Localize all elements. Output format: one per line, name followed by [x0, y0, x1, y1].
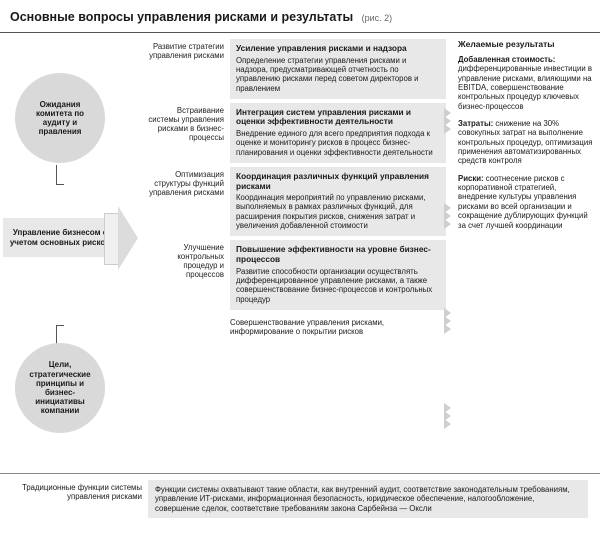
results-heading: Желаемые результаты	[458, 39, 594, 49]
result-title: Риски:	[458, 174, 484, 183]
block-label: Оптимизация структуры функций управления…	[144, 167, 224, 236]
chevron-right-icon	[444, 308, 454, 332]
input-circle-goals: Цели, стратегические принципы и бизнес-и…	[15, 343, 105, 433]
circle-label: Цели, стратегические принципы и бизнес-и…	[23, 360, 97, 415]
main-area: Ожидания комитета по аудиту и правления …	[0, 33, 600, 473]
block-title: Координация различных функций управления…	[236, 172, 440, 191]
result-group: Риски: соотнесение рисков с корпоративно…	[458, 174, 594, 230]
bottom-body: Функции системы охватывают такие области…	[148, 480, 588, 518]
block-body: Интеграция систем управления рисками и о…	[230, 103, 446, 163]
result-text: дифференцированные инвестиции в управлен…	[458, 64, 592, 110]
chevron-right-icon	[444, 203, 454, 227]
left-inputs-column: Ожидания комитета по аудиту и правления …	[0, 33, 120, 473]
block-body: Повышение эффективности на уровне бизнес…	[230, 240, 446, 309]
page-title: Основные вопросы управления рисками и ре…	[10, 10, 353, 24]
block-body: Координация различных функций управления…	[230, 167, 446, 236]
block-desc: Определение стратегии управления рисками…	[236, 56, 440, 93]
header: Основные вопросы управления рисками и ре…	[0, 0, 600, 33]
block-desc: Внедрение единого для всего предприятия …	[236, 129, 440, 157]
traditional-functions-row: Традиционные функции системы управления …	[0, 473, 600, 524]
block-desc: Координация мероприятий по управлению ри…	[236, 193, 440, 230]
strategy-block: Развитие стратегии управления рисками Ус…	[144, 39, 446, 99]
chevron-right-icon	[444, 403, 454, 427]
strategy-block: Оптимизация структуры функций управления…	[144, 167, 446, 236]
strategy-block: Улучшение контрольных процедур и процесс…	[144, 240, 446, 309]
result-group: Добавленная стоимость: дифференцированны…	[458, 55, 594, 111]
result-group: Затраты: снижение на 30% совокупных затр…	[458, 119, 594, 166]
connector-tick	[56, 325, 64, 345]
figure-label: (рис. 2)	[362, 13, 393, 23]
block-desc: Развитие способности организации осущест…	[236, 267, 440, 304]
business-management-box: Управление бизнесом с учетом основных ри…	[3, 218, 117, 257]
strategy-blocks-column: Развитие стратегии управления рисками Ус…	[120, 33, 450, 473]
block-title: Усиление управления рисками и надзора	[236, 44, 440, 54]
biz-box-label: Управление бизнесом с учетом основных ри…	[10, 228, 110, 247]
result-title: Добавленная стоимость:	[458, 55, 555, 64]
blocks-footer-note: Совершенствование управления рисками, ин…	[144, 314, 446, 339]
desired-results-column: Желаемые результаты Добавленная стоимост…	[450, 33, 600, 473]
block-title: Интеграция систем управления рисками и о…	[236, 108, 440, 127]
strategy-block: Встраивание системы управления рисками в…	[144, 103, 446, 163]
chevron-right-icon	[444, 108, 454, 132]
input-circle-audit-expectations: Ожидания комитета по аудиту и правления	[15, 73, 105, 163]
result-title: Затраты:	[458, 119, 493, 128]
block-label: Улучшение контрольных процедур и процесс…	[144, 240, 224, 309]
block-label: Встраивание системы управления рисками в…	[144, 103, 224, 163]
block-body: Усиление управления рисками и надзора Оп…	[230, 39, 446, 99]
connector-tick	[56, 165, 64, 185]
block-label: Развитие стратегии управления рисками	[144, 39, 224, 99]
circle-label: Ожидания комитета по аудиту и правления	[23, 100, 97, 137]
bottom-label: Традиционные функции системы управления …	[0, 480, 142, 518]
block-title: Повышение эффективности на уровне бизнес…	[236, 245, 440, 264]
